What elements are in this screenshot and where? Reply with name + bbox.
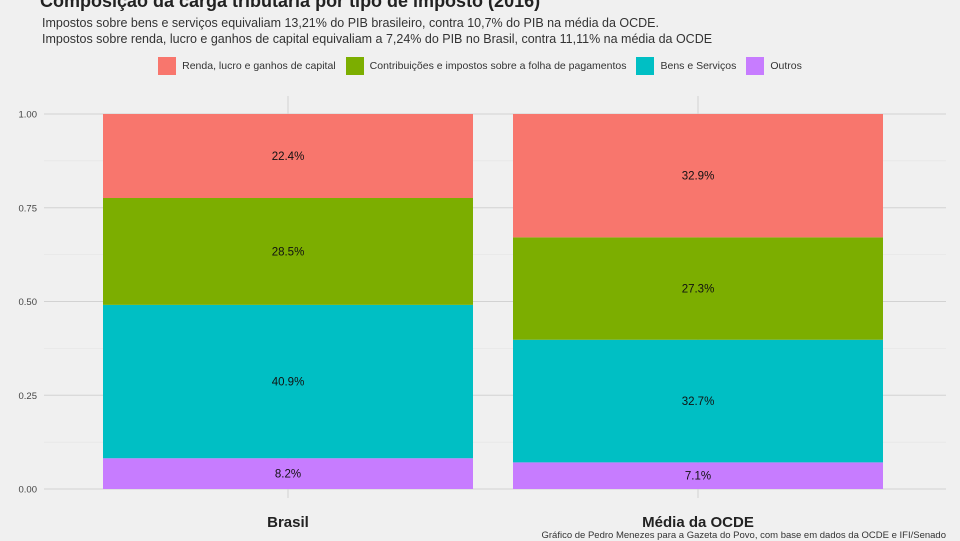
bar-segment [103,198,473,305]
bar-data-label: 7.1% [685,471,711,483]
y-tick-label: 0.50 [19,297,38,308]
chart-subtitle-line-2: Impostos sobre renda, lucro e ganhos de … [42,32,713,46]
x-tick-label: Brasil [267,514,309,531]
legend-label: Outros [770,60,802,72]
legend-swatch [158,57,177,75]
bar-segment [513,339,883,463]
legend: Renda, lucro e ganhos de capital Contrib… [0,57,960,75]
bar-data-label: 32.9% [682,171,715,183]
legend-item-contribuicoes: Contribuições e impostos sobre a folha d… [345,57,627,75]
legend-label: Renda, lucro e ganhos de capital [182,60,336,72]
x-tick-label: Média da OCDE [642,514,754,531]
bar-segment [103,114,473,198]
legend-item-renda: Renda, lucro e ganhos de capital [158,57,336,75]
legend-swatch [746,57,765,75]
bar-data-label: 22.4% [272,151,305,163]
bar-segment [103,458,473,489]
y-tick-label: 1.00 [19,110,38,121]
bar-data-label: 40.9% [272,377,305,389]
y-tick-label: 0.00 [19,485,38,496]
bar-segment [513,462,883,489]
bar-data-label: 8.2% [275,469,301,481]
legend-label: Bens e Serviços [660,60,737,72]
bar-segment [513,237,883,340]
legend-swatch [345,57,364,75]
bar-data-label: 32.7% [682,396,715,408]
bar-segment [513,114,883,238]
legend-swatch [636,57,655,75]
bar-data-label: 27.3% [682,284,715,296]
chart-caption: Gráfico de Pedro Menezes para a Gazeta d… [541,530,946,541]
legend-item-outros: Outros [746,57,802,75]
y-tick-label: 0.75 [19,203,38,214]
bar-data-label: 28.5% [272,246,305,258]
legend-label: Contribuições e impostos sobre a folha d… [369,60,627,72]
bar-segment [103,304,473,459]
y-tick-label: 0.25 [19,391,38,402]
legend-item-bens-servicos: Bens e Serviços [636,57,736,75]
chart-title: Composição da carga tributária por tipo … [40,0,541,11]
chart-subtitle-line-1: Impostos sobre bens e serviços equivalia… [42,16,659,30]
